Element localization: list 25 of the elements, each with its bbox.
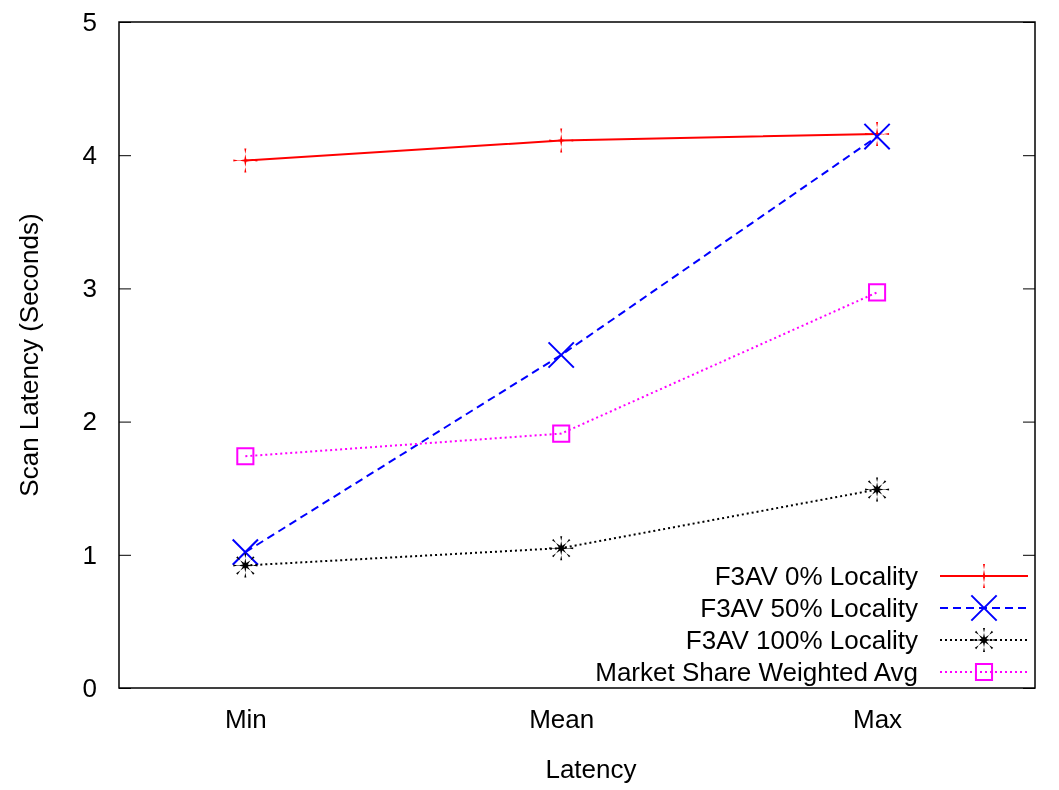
point <box>549 536 574 561</box>
y-tick-label: 3 <box>82 273 97 304</box>
point <box>865 477 890 502</box>
x-tick-label: Mean <box>529 704 595 735</box>
x-tick-label: Min <box>224 704 267 735</box>
legend-label: Market Share Weighted Avg <box>595 657 918 687</box>
y-tick-label: 0 <box>82 672 97 703</box>
x-axis-title: Latency <box>545 754 637 784</box>
point <box>868 283 887 302</box>
y-tick-label: 2 <box>82 406 97 437</box>
y-tick-label: 1 <box>82 539 97 570</box>
y-axis-title: Scan Latency (Seconds) <box>14 213 44 497</box>
y-tick-label: 4 <box>82 140 97 171</box>
point <box>547 341 575 369</box>
y-tick-label: 5 <box>82 6 97 37</box>
legend-label: F3AV 0% Locality <box>714 561 918 591</box>
point <box>549 128 574 153</box>
point <box>236 447 255 466</box>
x-tick-label: Max <box>853 704 903 735</box>
legend-label: F3AV 100% Locality <box>685 625 918 655</box>
point <box>552 424 571 443</box>
legend-label: F3AV 50% Locality <box>700 593 918 623</box>
point <box>863 122 891 151</box>
point <box>233 553 258 578</box>
point <box>233 148 258 173</box>
